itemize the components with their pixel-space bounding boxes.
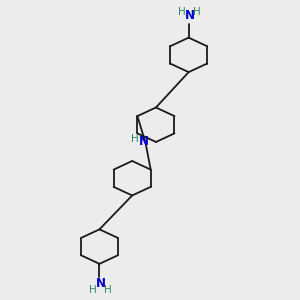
Text: N: N — [96, 277, 106, 290]
Text: H: H — [89, 285, 97, 295]
Text: N: N — [185, 10, 195, 22]
Text: H: H — [104, 285, 112, 295]
Text: H: H — [178, 7, 186, 17]
Text: H: H — [131, 134, 138, 144]
Text: H: H — [193, 7, 201, 17]
Text: N: N — [139, 135, 148, 148]
